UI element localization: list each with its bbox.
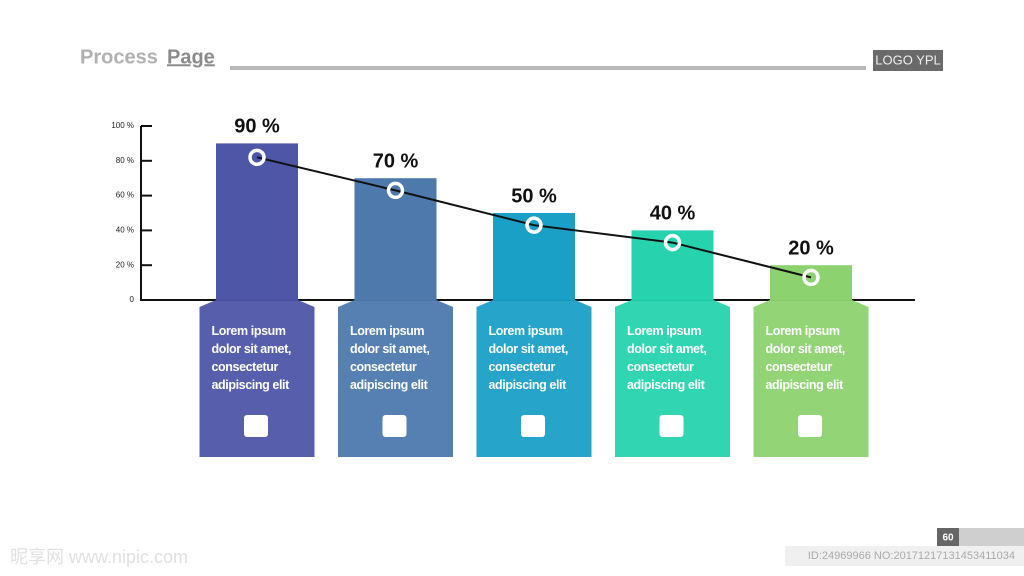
bar (631, 230, 714, 300)
trend-point (386, 181, 405, 200)
page-bar (959, 528, 1024, 546)
logo: LOGO YPL (875, 52, 941, 67)
y-tick-label: 60 % (116, 191, 134, 200)
icon (244, 415, 268, 437)
description: Lorem ipsum dolor sit amet, consectetur … (627, 324, 707, 392)
icon (798, 415, 822, 437)
header-rule (230, 66, 866, 70)
y-tick-label: 0 (130, 295, 135, 304)
value-label: 50 % (511, 185, 557, 207)
description: Lorem ipsum dolor sit amet, consectetur … (488, 324, 569, 392)
trend-point (525, 216, 543, 234)
id-box (785, 546, 1024, 566)
icon (382, 415, 407, 437)
value-label: 40 % (650, 203, 696, 225)
watermark: 昵享网 www.nipic.com (10, 547, 188, 567)
value-label: 90 % (234, 116, 280, 138)
logo-box (873, 50, 943, 71)
bar (493, 213, 575, 300)
page-box (937, 528, 959, 546)
y-tick-label: 40 % (116, 226, 134, 235)
trend-line (256, 156, 812, 279)
description: Lorem ipsum dolor sit amet, consectetur … (350, 324, 430, 392)
card (199, 300, 315, 457)
y-tick-label: 80 % (116, 156, 134, 165)
y-tick-label: 20 % (116, 260, 134, 269)
title: Process (80, 46, 158, 68)
id-text: ID:24969966 NO:20171217131453411034 (808, 550, 1015, 562)
page-number: 60 (942, 533, 954, 544)
value-label: 20 % (788, 237, 834, 259)
description: Lorem ipsum dolor sit amet, consectetur … (211, 324, 292, 392)
trend-point (663, 233, 682, 252)
trend-point (802, 268, 820, 287)
value-label: 70 % (373, 150, 419, 172)
card (476, 300, 592, 457)
icon (659, 415, 684, 437)
description: Lorem ipsum dolor sit amet, consectetur … (765, 324, 846, 392)
y-tick-label: 100 % (111, 121, 134, 130)
card (615, 300, 730, 457)
trend-point (248, 148, 266, 167)
bar (216, 143, 298, 300)
card (338, 300, 453, 457)
title: Page (167, 46, 215, 68)
icon (521, 415, 545, 437)
card (753, 300, 869, 457)
